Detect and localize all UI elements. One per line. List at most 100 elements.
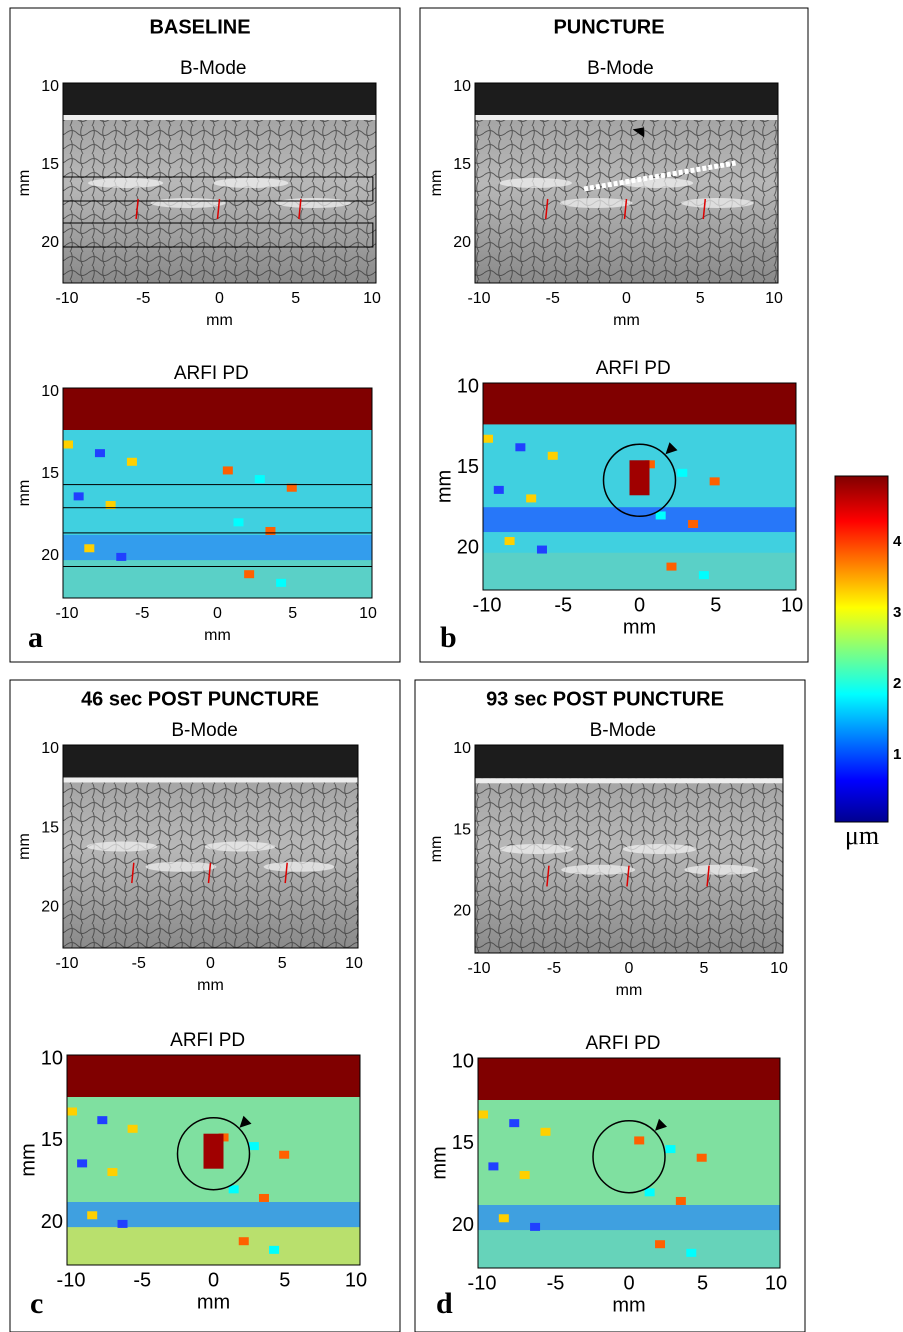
needle — [583, 160, 737, 192]
y-axis-label: mm — [433, 470, 455, 503]
x-tick-label: -10 — [55, 605, 78, 622]
noise-band — [483, 552, 796, 590]
pixel — [248, 1142, 259, 1151]
pixel — [254, 475, 265, 484]
x-tick-label: 10 — [345, 1269, 367, 1291]
dark-band — [475, 83, 778, 115]
pixel — [105, 501, 116, 510]
y-tick-label: 10 — [457, 375, 479, 397]
pixel — [530, 1222, 541, 1231]
pixel — [244, 570, 255, 579]
colorbar-tick-label: 3 — [893, 604, 901, 621]
x-tick-label: 10 — [345, 955, 363, 972]
plot-frame — [62, 744, 359, 949]
pixel — [222, 466, 233, 475]
tissue-streak — [559, 198, 633, 208]
subplot-title: B-Mode — [587, 58, 654, 79]
x-tick-label: 5 — [291, 290, 300, 307]
panel-letter: b — [440, 621, 457, 654]
arrow — [665, 424, 696, 455]
marker — [284, 862, 288, 884]
colorbar-tick-label: 1 — [893, 746, 901, 763]
marker — [131, 862, 135, 884]
y-axis-label: mm — [17, 1143, 39, 1176]
x-tick-label: 0 — [622, 290, 631, 307]
y-tick-label: 20 — [453, 902, 471, 919]
pixel — [97, 1116, 108, 1125]
pixel — [696, 1153, 707, 1162]
y-tick-label: 10 — [41, 383, 59, 400]
pixel — [87, 1211, 98, 1220]
y-axis-label: mm — [428, 170, 445, 197]
pixel — [265, 526, 276, 535]
x-tick-label: 5 — [278, 955, 287, 972]
plot-frame — [477, 1057, 781, 1269]
x-tick-label: 5 — [279, 1269, 290, 1291]
dark-band — [475, 745, 783, 779]
y-axis-label: mm — [16, 833, 33, 860]
x-tick-label: -10 — [57, 1269, 86, 1291]
x-tick-label: 5 — [696, 290, 705, 307]
y-axis-label: mm — [16, 480, 33, 507]
pixel — [493, 485, 504, 494]
arrow — [239, 1097, 270, 1128]
tissue-streak — [499, 178, 572, 188]
tissue-streak — [145, 861, 217, 872]
subplot-title: ARFI PD — [585, 1033, 660, 1054]
x-tick-label: 10 — [765, 290, 783, 307]
pixel — [675, 1196, 686, 1205]
pixel — [218, 1133, 229, 1142]
dark-red-band — [63, 388, 372, 430]
plot-frame — [474, 744, 784, 954]
pixel — [116, 552, 127, 561]
y-axis-label: mm — [16, 170, 33, 197]
x-axis-label: mm — [206, 312, 233, 329]
colorbar-unit: μm — [845, 821, 879, 850]
lesion-circle — [176, 1116, 251, 1191]
x-tick-label: -5 — [132, 955, 146, 972]
subplot-title: ARFI PD — [174, 363, 249, 384]
marker — [626, 865, 630, 887]
pixel — [686, 1248, 697, 1257]
y-tick-label: 15 — [457, 456, 479, 478]
red-core — [203, 1133, 224, 1169]
blue-band — [478, 1205, 780, 1231]
y-tick-label: 10 — [41, 740, 59, 757]
y-tick-label: 20 — [453, 234, 471, 251]
marker — [298, 198, 302, 220]
x-axis-label: mm — [616, 982, 643, 999]
plot-frame — [62, 387, 373, 599]
pixel — [258, 1193, 269, 1202]
y-tick-label: 20 — [41, 547, 59, 564]
y-tick-label: 10 — [41, 78, 59, 95]
lesion-circle — [602, 443, 677, 518]
x-tick-label: -10 — [55, 290, 78, 307]
marker — [544, 198, 549, 220]
dark-red-band — [67, 1055, 360, 1097]
panel-letter: a — [28, 621, 43, 654]
marker — [702, 198, 707, 220]
pixel — [547, 451, 558, 460]
colorbar-tick-label: 2 — [893, 675, 901, 692]
pixel — [126, 457, 137, 466]
y-tick-label: 20 — [452, 1214, 474, 1236]
arrow — [655, 1100, 685, 1131]
pixel — [233, 518, 244, 527]
pixel — [504, 537, 515, 546]
pixel — [655, 511, 666, 520]
marker — [216, 198, 221, 220]
plot-frame — [482, 382, 797, 591]
x-axis-label: mm — [197, 977, 224, 994]
pixel — [526, 494, 537, 503]
dark-band — [63, 83, 376, 115]
x-tick-label: 0 — [208, 1269, 219, 1291]
x-tick-label: 10 — [765, 1272, 787, 1294]
subplot-title: ARFI PD — [170, 1030, 245, 1051]
panel-title: 93 sec POST PUNCTURE — [486, 688, 724, 710]
pixel — [67, 1107, 77, 1116]
pixel — [478, 1110, 488, 1119]
pixel — [688, 519, 699, 528]
x-tick-label: 10 — [363, 290, 381, 307]
x-axis-label: mm — [197, 1291, 230, 1313]
pixel — [666, 562, 677, 571]
